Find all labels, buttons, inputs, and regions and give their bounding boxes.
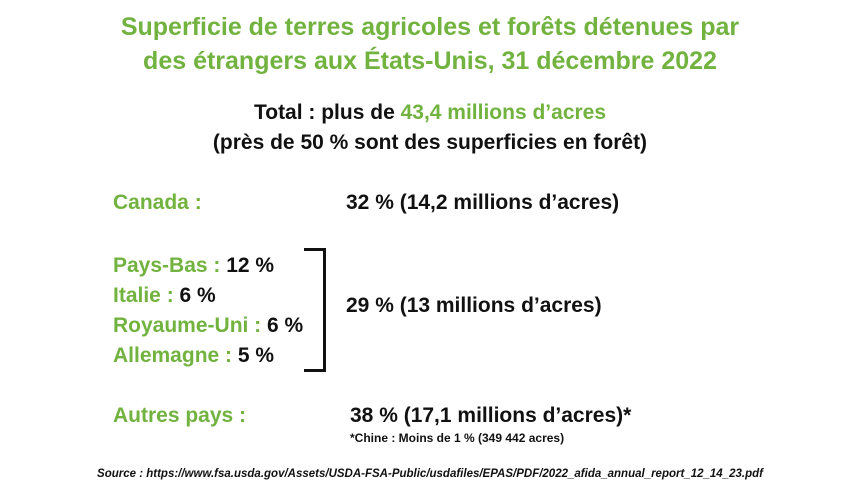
source-line: Source : https://www.fsa.usda.gov/Assets… xyxy=(97,468,763,480)
group-item-value: 5 % xyxy=(237,344,275,367)
group-item-value: 6 % xyxy=(179,284,216,307)
title-line-1: Superficie de terres agricoles et forêts… xyxy=(120,13,740,41)
title-line-2: des étrangers aux États-Unis, 31 décembr… xyxy=(143,47,717,75)
total-value: 43,4 millions d’acres xyxy=(400,101,607,124)
group-total-value: 29 % (13 millions d’acres) xyxy=(346,294,602,317)
china-footnote: *Chine : Moins de 1 % (349 442 acres) xyxy=(350,431,565,445)
total-summary: Total : plus de 43,4 millions d’acres (p… xyxy=(0,98,860,158)
page-title: Superficie de terres agricoles et forêts… xyxy=(0,10,860,78)
others-value: 38 % (17,1 millions d’acres)* xyxy=(350,404,632,427)
group-item-germany: Allemagne : 5 % xyxy=(113,342,274,370)
group-item-uk: Royaume-Uni : 6 % xyxy=(113,312,303,340)
canada-value: 32 % (14,2 millions d’acres) xyxy=(346,191,620,214)
group-bracket xyxy=(304,248,326,372)
canada-label: Canada : xyxy=(113,191,202,214)
group-item-netherlands: Pays-Bas : 12 % xyxy=(113,252,274,280)
total-prefix: Total : plus de xyxy=(253,101,401,124)
group-item-value: 12 % xyxy=(226,254,275,277)
group-item-label: Allemagne : xyxy=(113,344,238,367)
group-item-italy: Italie : 6 % xyxy=(113,282,216,310)
group-item-label: Royaume-Uni : xyxy=(113,314,268,337)
group-item-label: Pays-Bas : xyxy=(113,254,227,277)
group-item-label: Italie : xyxy=(113,284,180,307)
total-line: Total : plus de 43,4 millions d’acres xyxy=(0,98,860,128)
total-subline: (près de 50 % sont des superficies en fo… xyxy=(212,131,648,154)
group-item-value: 6 % xyxy=(267,314,304,337)
others-label: Autres pays : xyxy=(113,404,247,427)
